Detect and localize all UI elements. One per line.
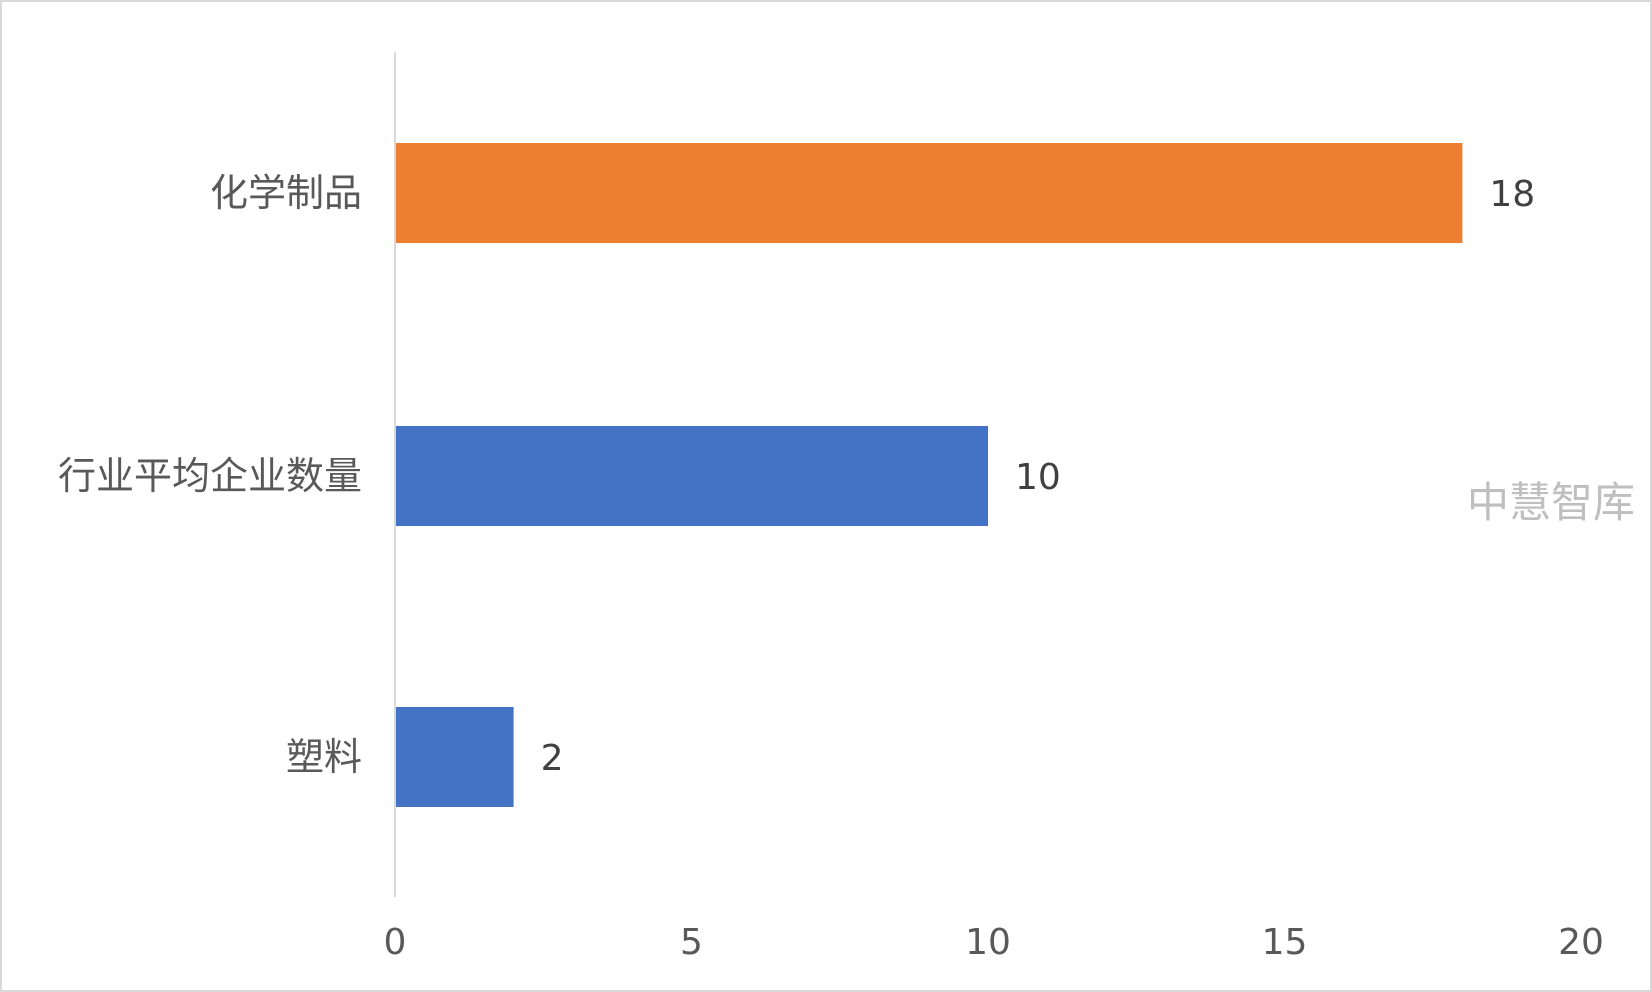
x-tick-label-4: 20 — [1558, 922, 1604, 963]
value-label-2: 2 — [541, 738, 564, 779]
bar-2 — [396, 707, 514, 807]
x-tick-label-0: 0 — [384, 922, 407, 963]
category-label-0: 化学制品 — [210, 171, 362, 215]
x-tick-label-2: 10 — [965, 922, 1011, 963]
category-label-1: 行业平均企业数量 — [58, 454, 362, 498]
category-label-2: 塑料 — [286, 735, 362, 779]
watermark-text: 中慧智库 — [1467, 478, 1635, 527]
bar-0 — [396, 143, 1463, 243]
labels-layer: 化学制品 18 行业平均企业数量 10 塑料 2 — [58, 171, 1535, 779]
value-label-0: 18 — [1489, 174, 1535, 215]
bars-layer — [396, 143, 1463, 807]
x-tick-label-1: 5 — [680, 922, 703, 963]
x-tick-label-3: 15 — [1262, 922, 1308, 963]
bar-1 — [396, 426, 988, 526]
value-label-1: 10 — [1015, 457, 1061, 498]
x-tick-labels: 0 5 10 15 20 — [384, 922, 1604, 963]
